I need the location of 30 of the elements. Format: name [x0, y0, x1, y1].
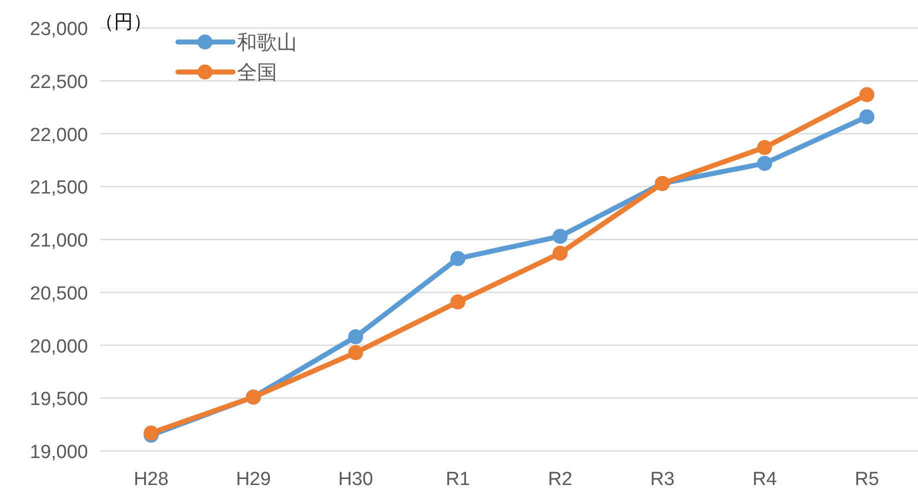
legend-label: 和歌山 — [237, 32, 297, 54]
y-axis-title: （円） — [95, 12, 152, 33]
point — [450, 251, 466, 266]
x-tick-label: H28 — [134, 469, 169, 490]
point — [348, 329, 364, 344]
x-tick-label: R3 — [650, 469, 675, 490]
point — [859, 87, 874, 102]
x-tick-label: R5 — [854, 469, 880, 490]
x-tick-label: R2 — [548, 469, 572, 490]
x-tick-label: H29 — [236, 469, 271, 490]
point — [757, 156, 772, 171]
point — [552, 228, 568, 244]
y-tick-label: 20,000 — [30, 336, 88, 358]
y-tick-label: 22,000 — [30, 124, 88, 146]
legend-label: 全国 — [237, 62, 277, 84]
y-tick-label: 19,000 — [30, 442, 88, 463]
x-tick-label: H30 — [338, 469, 374, 490]
point — [348, 345, 364, 360]
x-tick-label: R1 — [446, 469, 470, 490]
y-tick-label: 20,500 — [30, 283, 88, 304]
y-tick-label: 21,500 — [30, 178, 88, 199]
point — [552, 246, 568, 261]
point — [859, 109, 874, 124]
y-tick-label: 19,500 — [30, 389, 88, 410]
point — [757, 140, 772, 155]
y-tick-label: 23,000 — [30, 19, 88, 40]
point — [450, 294, 466, 310]
y-tick-label: 22,500 — [30, 72, 88, 93]
x-tick-label: R4 — [752, 469, 778, 490]
y-tick-label: 21,000 — [30, 230, 88, 252]
